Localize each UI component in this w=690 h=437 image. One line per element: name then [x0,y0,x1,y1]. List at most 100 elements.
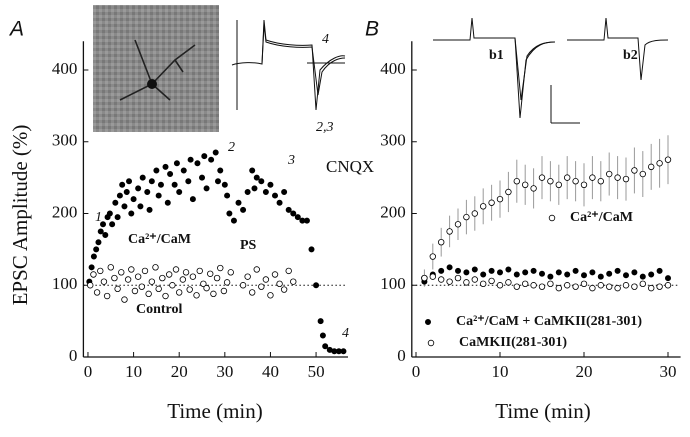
point [258,178,265,185]
point [505,266,512,273]
point [90,253,97,260]
point [463,269,470,276]
y-tick-label: 0 [69,346,78,365]
point [199,174,206,181]
point [606,283,613,290]
y-tick-label: 300 [52,131,78,150]
point [103,292,111,300]
point [505,188,512,196]
point [148,178,155,185]
point [157,181,164,188]
point [555,284,562,292]
point [123,188,130,195]
x-tick-label: 50 [308,362,325,381]
point [159,274,166,282]
point [513,283,520,290]
point [446,264,453,271]
point [589,174,596,181]
point [210,290,217,298]
point [262,188,269,195]
y-tick-label: 400 [380,59,406,78]
point [463,279,470,286]
y-tick-label: 300 [380,131,406,150]
point [144,188,151,195]
point [290,278,297,285]
point [648,163,655,171]
point [141,267,149,275]
point [496,269,503,276]
point [555,181,562,188]
y-axis-label: EPSC Amplitude (%) [8,125,32,306]
point [656,267,663,274]
trace-insets [231,17,669,124]
point [530,267,537,274]
point [639,273,646,280]
point [272,192,279,199]
point [631,167,638,174]
x-axis-label: Time (min) [495,399,590,423]
x-tick-label: 20 [171,362,188,381]
x-tick-label: 0 [84,362,93,381]
point [496,195,504,203]
point [162,292,169,300]
point [93,246,100,253]
point [471,210,478,217]
point [340,348,347,355]
point [555,269,562,276]
point [564,282,571,289]
point [547,280,554,288]
point [597,178,604,185]
point [249,167,256,174]
point [148,278,156,285]
point [203,284,210,292]
point [614,284,621,292]
point [208,156,215,163]
point [589,269,596,276]
point [130,196,137,203]
point [230,217,237,224]
point [87,282,94,289]
point [187,156,194,163]
point [172,266,180,273]
point [200,280,207,288]
point [109,221,116,228]
y-tick-label: 400 [52,59,78,78]
point [121,296,128,303]
point [631,283,638,290]
point [580,280,588,288]
point [193,292,200,299]
point [480,280,487,288]
point [90,271,97,278]
point [454,221,462,228]
point [102,232,109,239]
point [606,170,613,178]
point [97,267,104,275]
point [572,283,579,290]
point [253,174,260,181]
x-tick-label: 30 [660,362,677,381]
point [167,171,174,178]
point [118,269,125,276]
point [186,286,193,293]
point [471,276,478,283]
annotation: 2,3 [316,120,334,135]
point [606,270,613,277]
micrograph [93,5,219,132]
point [572,178,579,185]
point [176,289,183,296]
point [226,210,233,217]
point [207,270,214,277]
point [179,276,187,283]
point [597,282,604,289]
point [114,285,121,293]
point [165,271,173,278]
point [185,178,192,185]
point [121,203,128,210]
point [171,181,178,188]
point [438,238,445,246]
point [114,214,121,221]
point [639,280,646,288]
point [303,217,310,224]
x-tick-label: 20 [576,362,593,381]
